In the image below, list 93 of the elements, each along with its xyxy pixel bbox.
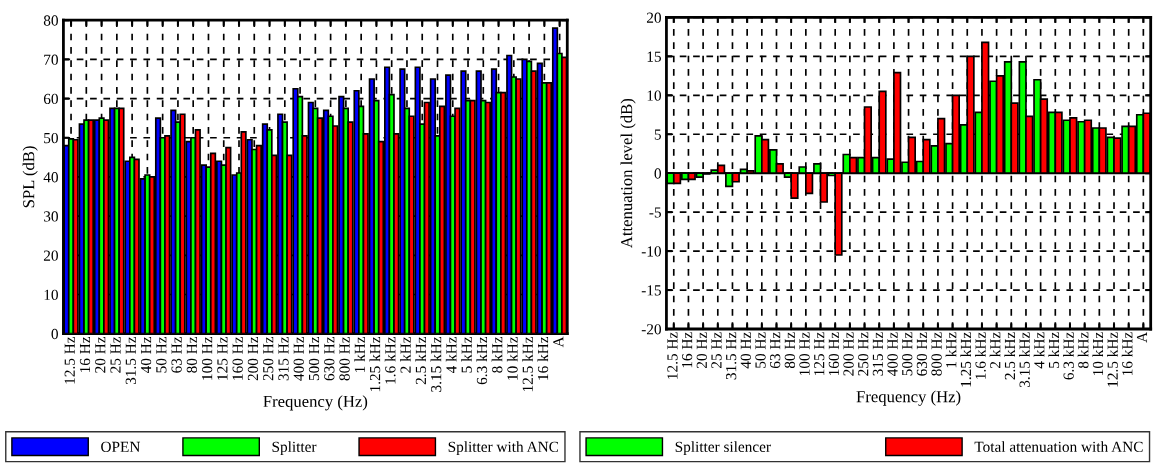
legend-label: Splitter xyxy=(272,441,317,456)
x-tick-label: 16 Hz xyxy=(79,336,91,373)
x-axis-title: Frequency (Hz) xyxy=(263,395,368,411)
y-tick-label: 70 xyxy=(44,54,58,65)
x-tick-label: 400 Hz xyxy=(293,336,304,381)
x-tick-label: 3.15 kHz xyxy=(430,336,442,392)
x-tick-label: 800 Hz xyxy=(931,332,942,376)
x-tick-label: 6.3 kHz xyxy=(1063,332,1074,380)
x-tick-label: A xyxy=(553,336,564,348)
x-tick-label: 12.5 Hz xyxy=(667,332,678,379)
y-tick-label: 20 xyxy=(646,12,661,23)
x-tick-label: 1.25 kHz xyxy=(369,336,381,392)
y-tick-label: 20 xyxy=(43,250,58,261)
x-tick-label: 4 kHz xyxy=(445,336,457,374)
x-tick-label: 10 kHz xyxy=(506,336,518,380)
y-tick-label: 50 xyxy=(44,132,58,144)
x-tick-label: 31.5 Hz xyxy=(125,336,137,385)
x-tick-label: 500 Hz xyxy=(308,336,320,381)
y-tick-label: 60 xyxy=(43,93,58,105)
x-tick-label: 12.5 kHz xyxy=(522,336,533,392)
x-tick-label: 315 Hz xyxy=(278,336,289,381)
x-tick-label: 10 kHz xyxy=(1092,332,1104,375)
legend-label: OPEN xyxy=(101,441,141,452)
x-tick-label: 2.5 kHz xyxy=(415,336,427,385)
x-tick-label: 16 kHz xyxy=(1121,332,1133,375)
x-axis-title: Frequency (Hz) xyxy=(856,390,961,406)
x-tick-label: 100 Hz xyxy=(201,336,213,380)
x-tick-label: 630 Hz xyxy=(324,336,335,381)
x-tick-label: 40 Hz xyxy=(140,336,152,374)
x-tick-label: 160 Hz xyxy=(232,336,243,380)
x-tick-label: 50 Hz xyxy=(156,336,167,373)
y-tick-label: -5 xyxy=(649,207,661,218)
y-tick-label: -10 xyxy=(641,246,661,257)
y-axis-title: SPL (dB) xyxy=(22,146,38,208)
x-tick-label: 20 Hz xyxy=(696,332,707,369)
x-tick-label: 125 Hz xyxy=(814,332,825,375)
x-tick-label: 1.6 kHz xyxy=(975,332,986,379)
x-tick-label: 63 Hz xyxy=(171,336,182,373)
y-tick-label: 5 xyxy=(654,129,661,140)
x-tick-label: 50 Hz xyxy=(755,332,766,368)
y-tick-label: 40 xyxy=(43,172,58,183)
y-tick-label: 80 xyxy=(43,15,58,26)
y-axis-title: Attenuation level (dB) xyxy=(620,98,636,249)
x-tick-label: 16 kHz xyxy=(537,336,549,380)
x-tick-label: 25 Hz xyxy=(711,332,722,369)
x-tick-label: 250 Hz xyxy=(858,332,869,376)
x-tick-label: 20 Hz xyxy=(95,336,106,373)
legend-label: Total attenuation with ANC xyxy=(974,441,1143,452)
x-tick-label: 63 Hz xyxy=(770,332,781,369)
x-tick-label: 1 kHz xyxy=(354,336,365,373)
x-tick-label: 800 Hz xyxy=(339,336,350,381)
x-tick-label: 200 Hz xyxy=(247,336,259,381)
x-tick-label: 12.5 Hz xyxy=(64,336,75,384)
y-tick-label: 10 xyxy=(647,90,661,101)
x-tick-label: 100 Hz xyxy=(799,332,810,375)
x-tick-label: 1 kHz xyxy=(945,332,957,368)
y-tick-label: 10 xyxy=(44,289,58,300)
x-tick-label: 8 kHz xyxy=(1077,332,1089,369)
y-tick-label: 30 xyxy=(44,211,58,222)
x-tick-label: 8 kHz xyxy=(491,336,503,373)
x-tick-label: 1.25 kHz xyxy=(960,332,972,387)
x-tick-label: 160 Hz xyxy=(828,332,840,375)
x-tick-label: 125 Hz xyxy=(217,336,228,380)
text: Splitter silencer xyxy=(675,441,771,456)
x-tick-label: 2 kHz xyxy=(400,336,411,373)
x-tick-label: A xyxy=(1136,331,1148,343)
x-tick-label: 6.3 kHz xyxy=(476,336,488,385)
x-tick-label: 250 Hz xyxy=(263,336,274,381)
x-tick-label: 12.5 kHz xyxy=(1107,332,1118,387)
x-tick-label: 2.5 kHz xyxy=(1004,332,1016,380)
x-tick-label: 4 kHz xyxy=(1033,332,1045,369)
y-tick-label: 0 xyxy=(51,328,58,340)
x-tick-label: 630 Hz xyxy=(916,332,928,376)
y-tick-label: -20 xyxy=(641,324,661,335)
x-tick-label: 80 Hz xyxy=(784,332,795,369)
y-tick-label: 15 xyxy=(647,51,661,62)
x-tick-label: 5 kHz xyxy=(1048,332,1060,368)
x-tick-label: 315 Hz xyxy=(872,332,884,376)
x-tick-label: 2 kHz xyxy=(989,332,1001,369)
y-tick-label: -15 xyxy=(641,285,661,296)
x-tick-label: 400 Hz xyxy=(887,332,898,377)
x-tick-label: 25 Hz xyxy=(110,336,121,373)
x-tick-label: 1.6 kHz xyxy=(384,336,396,384)
x-tick-label: 3.15 kHz xyxy=(1019,332,1030,388)
x-tick-label: 31.5 Hz xyxy=(726,332,737,380)
x-tick-label: 16 Hz xyxy=(682,332,693,368)
y-tick-label: 0 xyxy=(654,168,661,179)
x-tick-label: 500 Hz xyxy=(902,332,913,376)
x-tick-label: 40 Hz xyxy=(740,332,751,369)
x-tick-label: 5 kHz xyxy=(461,336,472,373)
x-tick-label: 80 Hz xyxy=(186,336,198,373)
legend-label: Splitter with ANC xyxy=(448,441,559,456)
x-tick-label: 200 Hz xyxy=(843,332,854,376)
